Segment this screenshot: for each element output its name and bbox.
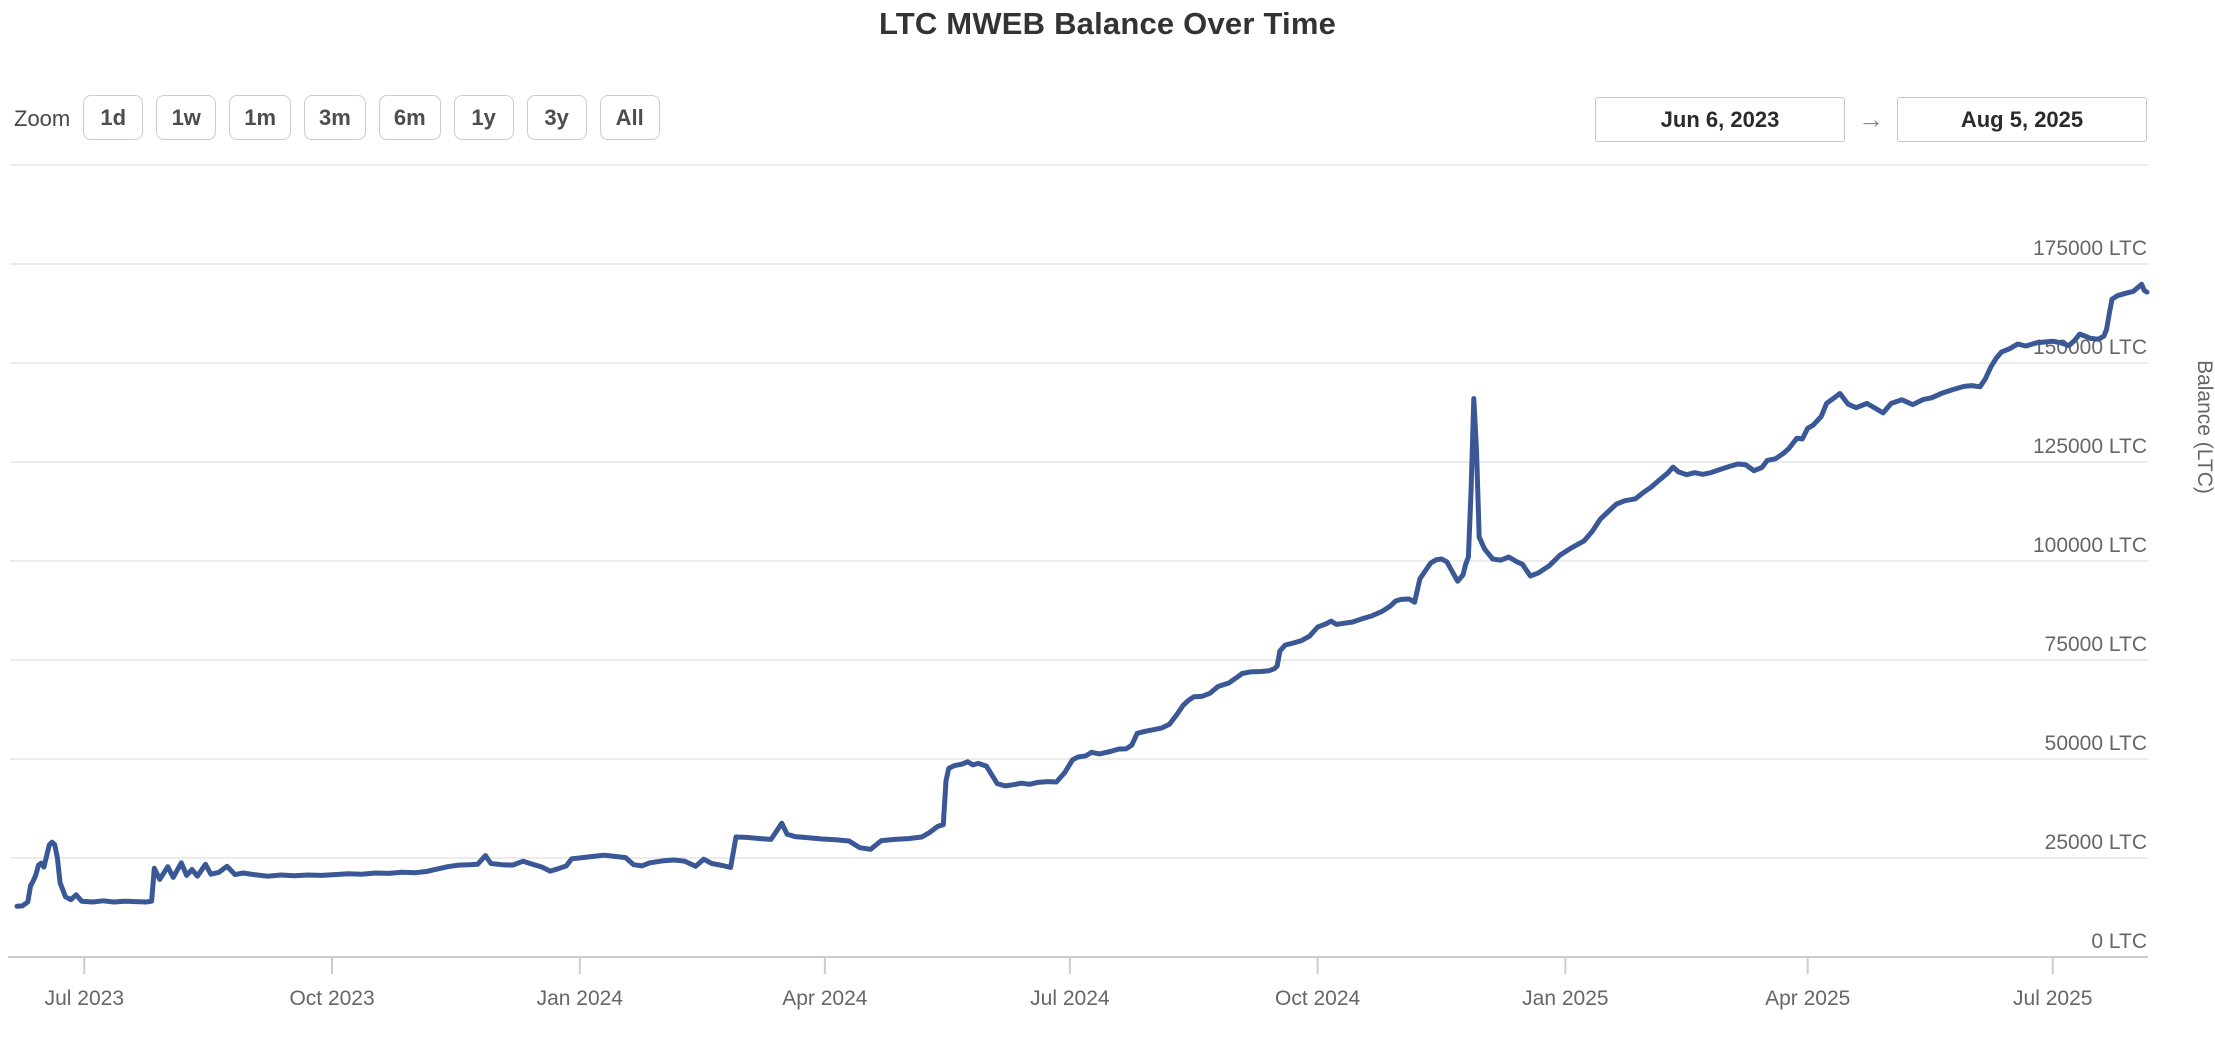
x-tick-label: Oct 2023 xyxy=(289,987,374,1010)
date-range-arrow-icon: → xyxy=(1858,104,1884,134)
x-tick-label: Apr 2025 xyxy=(1765,987,1850,1010)
y-tick-label: 0 LTC xyxy=(2091,930,2147,953)
chart-title: LTC MWEB Balance Over Time xyxy=(878,6,1337,41)
y-tick-label: 175000 LTC xyxy=(2033,237,2147,260)
zoom-button-3y[interactable]: 3y xyxy=(526,95,587,140)
y-tick-label: 125000 LTC xyxy=(2033,435,2147,458)
zoom-button-3m[interactable]: 3m xyxy=(304,95,366,140)
date-to-input[interactable]: Aug 5, 2025 xyxy=(1897,97,2147,142)
x-tick-label: Jul 2024 xyxy=(1030,987,1110,1010)
x-tick-label: Jul 2025 xyxy=(2013,987,2092,1010)
zoom-button-all[interactable]: All xyxy=(599,95,660,140)
y-tick-label: 50000 LTC xyxy=(2045,732,2147,755)
x-tick-label: Jan 2025 xyxy=(1522,987,1608,1010)
x-tick-label: Jul 2023 xyxy=(45,987,124,1010)
zoom-button-1w[interactable]: 1w xyxy=(156,95,217,140)
y-tick-label: 100000 LTC xyxy=(2033,534,2147,557)
date-from-input[interactable]: Jun 6, 2023 xyxy=(1595,97,1845,142)
y-tick-label: 75000 LTC xyxy=(2045,633,2147,656)
x-tick-label: Jan 2024 xyxy=(537,987,624,1010)
balance-line-path xyxy=(14,281,2150,909)
zoom-label: Zoom xyxy=(14,105,71,131)
x-tick-label: Oct 2024 xyxy=(1275,987,1361,1010)
range-selector-zoom-row: Zoom 1d 1w 1m 3m 6m 1y 3y All xyxy=(14,95,673,140)
x-tick-label: Apr 2024 xyxy=(782,987,868,1010)
y-axis-title: Balance (LTC) xyxy=(2193,360,2215,494)
zoom-button-1d[interactable]: 1d xyxy=(83,95,144,140)
zoom-button-1m[interactable]: 1m xyxy=(229,95,292,140)
zoom-button-1y[interactable]: 1y xyxy=(453,95,514,140)
y-tick-label: 25000 LTC xyxy=(2045,831,2147,854)
date-range-selector: Jun 6, 2023 → Aug 5, 2025 xyxy=(1595,97,2147,142)
zoom-button-6m[interactable]: 6m xyxy=(378,95,441,140)
